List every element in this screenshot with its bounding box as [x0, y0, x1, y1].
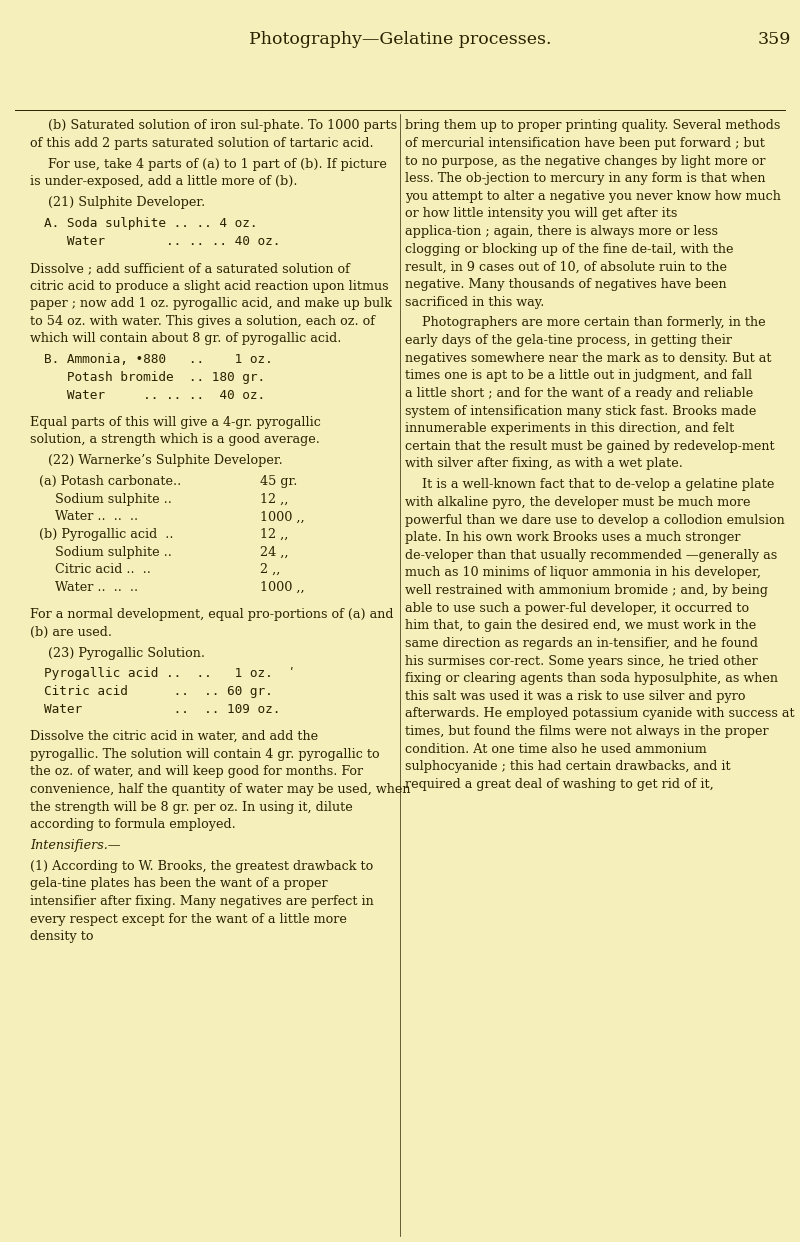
- Text: Water ..  ..  ..: Water .. .. ..: [39, 510, 138, 523]
- Text: density to: density to: [30, 930, 94, 944]
- Text: innumerable experiments in this direction, and felt: innumerable experiments in this directio…: [405, 422, 734, 435]
- Text: intensifier after fixing. Many negatives are perfect in: intensifier after fixing. Many negatives…: [30, 895, 374, 908]
- Text: For a normal development, equal pro-portions of (a) and: For a normal development, equal pro-port…: [30, 609, 394, 621]
- Text: afterwards. He employed potassium cyanide with success at: afterwards. He employed potassium cyanid…: [405, 708, 794, 720]
- Text: 24 ,,: 24 ,,: [260, 545, 289, 559]
- Text: this salt was used it was a risk to use silver and pyro: this salt was used it was a risk to use …: [405, 689, 746, 703]
- Text: B. Ammonia, •880   ..    1 oz.: B. Ammonia, •880 .. 1 oz.: [45, 353, 274, 366]
- Text: to 54 oz. with water. This gives a solution, each oz. of: to 54 oz. with water. This gives a solut…: [30, 314, 375, 328]
- Text: de-veloper than that usually recommended —generally as: de-veloper than that usually recommended…: [405, 549, 777, 561]
- Text: (a) Potash carbonate..: (a) Potash carbonate..: [39, 476, 182, 488]
- Text: Potash bromide  .. 180 gr.: Potash bromide .. 180 gr.: [45, 371, 266, 384]
- Text: 1000 ,,: 1000 ,,: [260, 510, 305, 523]
- Text: 2 ,,: 2 ,,: [260, 564, 281, 576]
- Text: clogging or blocking up of the fine de-tail, with the: clogging or blocking up of the fine de-t…: [405, 242, 734, 256]
- Text: to no purpose, as the negative changes by light more or: to no purpose, as the negative changes b…: [405, 154, 766, 168]
- Text: much as 10 minims of liquor ammonia in his developer,: much as 10 minims of liquor ammonia in h…: [405, 566, 761, 580]
- Text: Intensifiers.—: Intensifiers.—: [30, 840, 121, 852]
- Text: which will contain about 8 gr. of pyrogallic acid.: which will contain about 8 gr. of pyroga…: [30, 333, 342, 345]
- Text: (b) Pyrogallic acid  ..: (b) Pyrogallic acid ..: [39, 528, 174, 542]
- Text: Water        .. .. .. 40 oz.: Water .. .. .. 40 oz.: [45, 235, 281, 247]
- Text: times, but found the films were not always in the proper: times, but found the films were not alwa…: [405, 725, 769, 738]
- Text: certain that the result must be gained by redevelop-ment: certain that the result must be gained b…: [405, 440, 774, 453]
- Text: the strength will be 8 gr. per oz. In using it, dilute: the strength will be 8 gr. per oz. In us…: [30, 801, 353, 814]
- Text: bring them up to proper printing quality. Several methods: bring them up to proper printing quality…: [405, 119, 780, 132]
- Text: same direction as regards an in-tensifier, and he found: same direction as regards an in-tensifie…: [405, 637, 758, 650]
- Text: less. The ob-jection to mercury in any form is that when: less. The ob-jection to mercury in any f…: [405, 173, 766, 185]
- Text: negative. Many thousands of negatives have been: negative. Many thousands of negatives ha…: [405, 278, 726, 291]
- Text: according to formula employed.: according to formula employed.: [30, 818, 236, 831]
- Text: Dissolve ; add sufficient of a saturated solution of: Dissolve ; add sufficient of a saturated…: [30, 262, 350, 274]
- Text: negatives somewhere near the mark as to density. But at: negatives somewhere near the mark as to …: [405, 351, 771, 365]
- Text: a little short ; and for the want of a ready and reliable: a little short ; and for the want of a r…: [405, 388, 753, 400]
- Text: (1) According to W. Brooks, the greatest drawback to: (1) According to W. Brooks, the greatest…: [30, 859, 374, 873]
- Text: It is a well-known fact that to de-velop a gelatine plate: It is a well-known fact that to de-velop…: [422, 478, 774, 492]
- Text: Dissolve the citric acid in water, and add the: Dissolve the citric acid in water, and a…: [30, 730, 318, 743]
- Text: Water ..  ..  ..: Water .. .. ..: [39, 581, 138, 594]
- Text: (22) Warnerke’s Sulphite Developer.: (22) Warnerke’s Sulphite Developer.: [48, 455, 282, 467]
- Text: citric acid to produce a slight acid reaction upon litmus: citric acid to produce a slight acid rea…: [30, 279, 389, 293]
- Text: of mercurial intensification have been put forward ; but: of mercurial intensification have been p…: [405, 137, 765, 150]
- Text: Sodium sulphite ..: Sodium sulphite ..: [39, 545, 172, 559]
- Text: applica-tion ; again, there is always more or less: applica-tion ; again, there is always mo…: [405, 225, 718, 238]
- Text: or how little intensity you will get after its: or how little intensity you will get aft…: [405, 207, 677, 220]
- Text: system of intensification many stick fast. Brooks made: system of intensification many stick fas…: [405, 405, 756, 417]
- Text: every respect except for the want of a little more: every respect except for the want of a l…: [30, 913, 347, 925]
- Text: Pyrogallic acid ..  ..   1 oz.  ʹ: Pyrogallic acid .. .. 1 oz. ʹ: [45, 667, 296, 681]
- Text: solution, a strength which is a good average.: solution, a strength which is a good ave…: [30, 433, 320, 446]
- Text: convenience, half the quantity of water may be used, when: convenience, half the quantity of water …: [30, 782, 411, 796]
- Text: Citric acid ..  ..: Citric acid .. ..: [39, 564, 151, 576]
- Text: Sodium sulphite ..: Sodium sulphite ..: [39, 493, 172, 505]
- Text: A. Soda sulphite .. .. 4 oz.: A. Soda sulphite .. .. 4 oz.: [45, 217, 258, 230]
- Text: paper ; now add 1 oz. pyrogallic acid, and make up bulk: paper ; now add 1 oz. pyrogallic acid, a…: [30, 297, 392, 310]
- Text: (23) Pyrogallic Solution.: (23) Pyrogallic Solution.: [48, 647, 205, 660]
- Text: (b) are used.: (b) are used.: [30, 626, 112, 638]
- Text: with silver after fixing, as with a wet plate.: with silver after fixing, as with a wet …: [405, 457, 682, 471]
- Text: result, in 9 cases out of 10, of absolute ruin to the: result, in 9 cases out of 10, of absolut…: [405, 261, 726, 273]
- Text: plate. In his own work Brooks uses a much stronger: plate. In his own work Brooks uses a muc…: [405, 532, 740, 544]
- Text: sacrificed in this way.: sacrificed in this way.: [405, 296, 544, 308]
- Text: Equal parts of this will give a 4-gr. pyrogallic: Equal parts of this will give a 4-gr. py…: [30, 416, 322, 428]
- Text: you attempt to alter a negative you never know how much: you attempt to alter a negative you neve…: [405, 190, 781, 202]
- Text: required a great deal of washing to get rid of it,: required a great deal of washing to get …: [405, 777, 714, 791]
- Text: Water     .. .. ..  40 oz.: Water .. .. .. 40 oz.: [45, 389, 266, 401]
- Text: able to use such a power-ful developer, it occurred to: able to use such a power-ful developer, …: [405, 601, 749, 615]
- Text: Water            ..  .. 109 oz.: Water .. .. 109 oz.: [45, 703, 281, 715]
- Text: of this add 2 parts saturated solution of tartaric acid.: of this add 2 parts saturated solution o…: [30, 137, 374, 150]
- Text: pyrogallic. The solution will contain 4 gr. pyrogallic to: pyrogallic. The solution will contain 4 …: [30, 748, 380, 760]
- Text: Photography—Gelatine processes.: Photography—Gelatine processes.: [249, 31, 551, 48]
- Text: the oz. of water, and will keep good for months. For: the oz. of water, and will keep good for…: [30, 765, 363, 779]
- Text: 12 ,,: 12 ,,: [260, 528, 289, 542]
- Text: sulphocyanide ; this had certain drawbacks, and it: sulphocyanide ; this had certain drawbac…: [405, 760, 730, 774]
- Text: condition. At one time also he used ammonium: condition. At one time also he used ammo…: [405, 743, 706, 756]
- Text: fixing or clearing agents than soda hyposulphite, as when: fixing or clearing agents than soda hypo…: [405, 672, 778, 686]
- Text: early days of the gela-tine process, in getting their: early days of the gela-tine process, in …: [405, 334, 732, 347]
- Text: For use, take 4 parts of (a) to 1 part of (b). If picture: For use, take 4 parts of (a) to 1 part o…: [48, 158, 387, 170]
- Text: Photographers are more certain than formerly, in the: Photographers are more certain than form…: [422, 317, 766, 329]
- Text: (b) Saturated solution of iron sul-phate. To 1000 parts: (b) Saturated solution of iron sul-phate…: [48, 119, 397, 132]
- Text: (21) Sulphite Developer.: (21) Sulphite Developer.: [48, 196, 206, 209]
- Text: Citric acid      ..  .. 60 gr.: Citric acid .. .. 60 gr.: [45, 686, 274, 698]
- Text: him that, to gain the desired end, we must work in the: him that, to gain the desired end, we mu…: [405, 620, 756, 632]
- Text: with alkaline pyro, the developer must be much more: with alkaline pyro, the developer must b…: [405, 496, 750, 509]
- Text: 1000 ,,: 1000 ,,: [260, 581, 305, 594]
- Text: times one is apt to be a little out in judgment, and fall: times one is apt to be a little out in j…: [405, 369, 752, 383]
- Text: well restrained with ammonium bromide ; and, by being: well restrained with ammonium bromide ; …: [405, 584, 768, 597]
- Text: powerful than we dare use to develop a collodion emulsion: powerful than we dare use to develop a c…: [405, 513, 785, 527]
- Text: 45 gr.: 45 gr.: [260, 476, 298, 488]
- Text: 12 ,,: 12 ,,: [260, 493, 289, 505]
- Text: his surmises cor-rect. Some years since, he tried other: his surmises cor-rect. Some years since,…: [405, 655, 758, 668]
- Text: gela-tine plates has been the want of a proper: gela-tine plates has been the want of a …: [30, 878, 328, 891]
- Text: is under-exposed, add a little more of (b).: is under-exposed, add a little more of (…: [30, 175, 298, 189]
- Text: 359: 359: [758, 31, 791, 48]
